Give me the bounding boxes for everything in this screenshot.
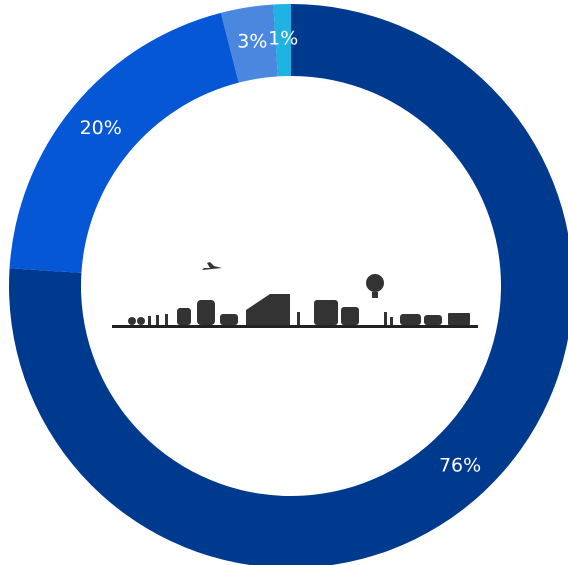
transport-illustration bbox=[112, 262, 478, 328]
slice bbox=[9, 12, 239, 273]
slice bbox=[273, 4, 291, 77]
slice-label: 76% bbox=[439, 455, 481, 477]
donut bbox=[9, 4, 568, 565]
slice-label: 3% bbox=[237, 31, 267, 53]
slice-label: 20% bbox=[80, 117, 122, 139]
slice bbox=[220, 4, 278, 83]
slice-label: 1% bbox=[268, 28, 298, 50]
labels: 76% 20% 3% 1% bbox=[80, 28, 482, 477]
